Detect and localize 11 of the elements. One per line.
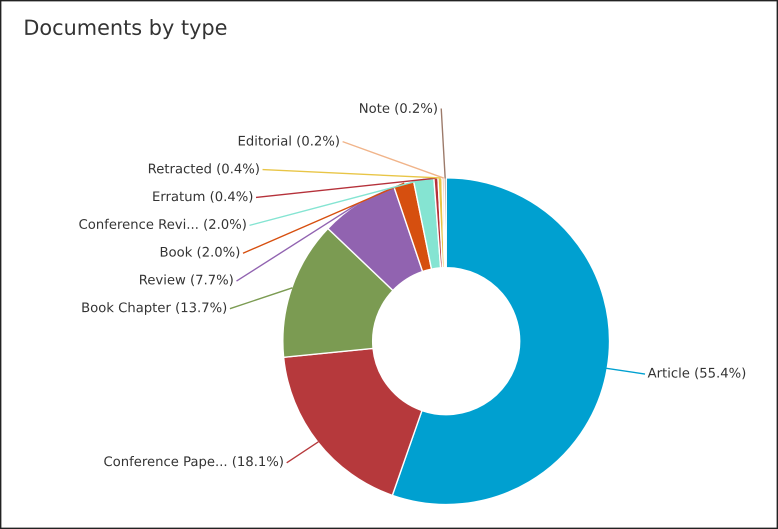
slice-label: Article (55.4%)	[648, 368, 746, 380]
slice-label: Book (2.0%)	[160, 246, 240, 258]
chart-title: Documents by type	[25, 19, 226, 40]
slice-label: Review (7.7%)	[140, 274, 233, 286]
slice-label: Note (0.2%)	[360, 102, 437, 115]
slice-label: Book Chapter (13.7%)	[82, 302, 226, 315]
slice-label: Conference Pape... (18.1%)	[104, 456, 283, 469]
slice-label: Conference Revi... (2.0%)	[79, 218, 246, 231]
slice-label: Editorial (0.2%)	[238, 136, 339, 148]
slice-label: Retracted (0.4%)	[148, 163, 259, 176]
slice-label: Erratum (0.4%)	[153, 191, 252, 203]
